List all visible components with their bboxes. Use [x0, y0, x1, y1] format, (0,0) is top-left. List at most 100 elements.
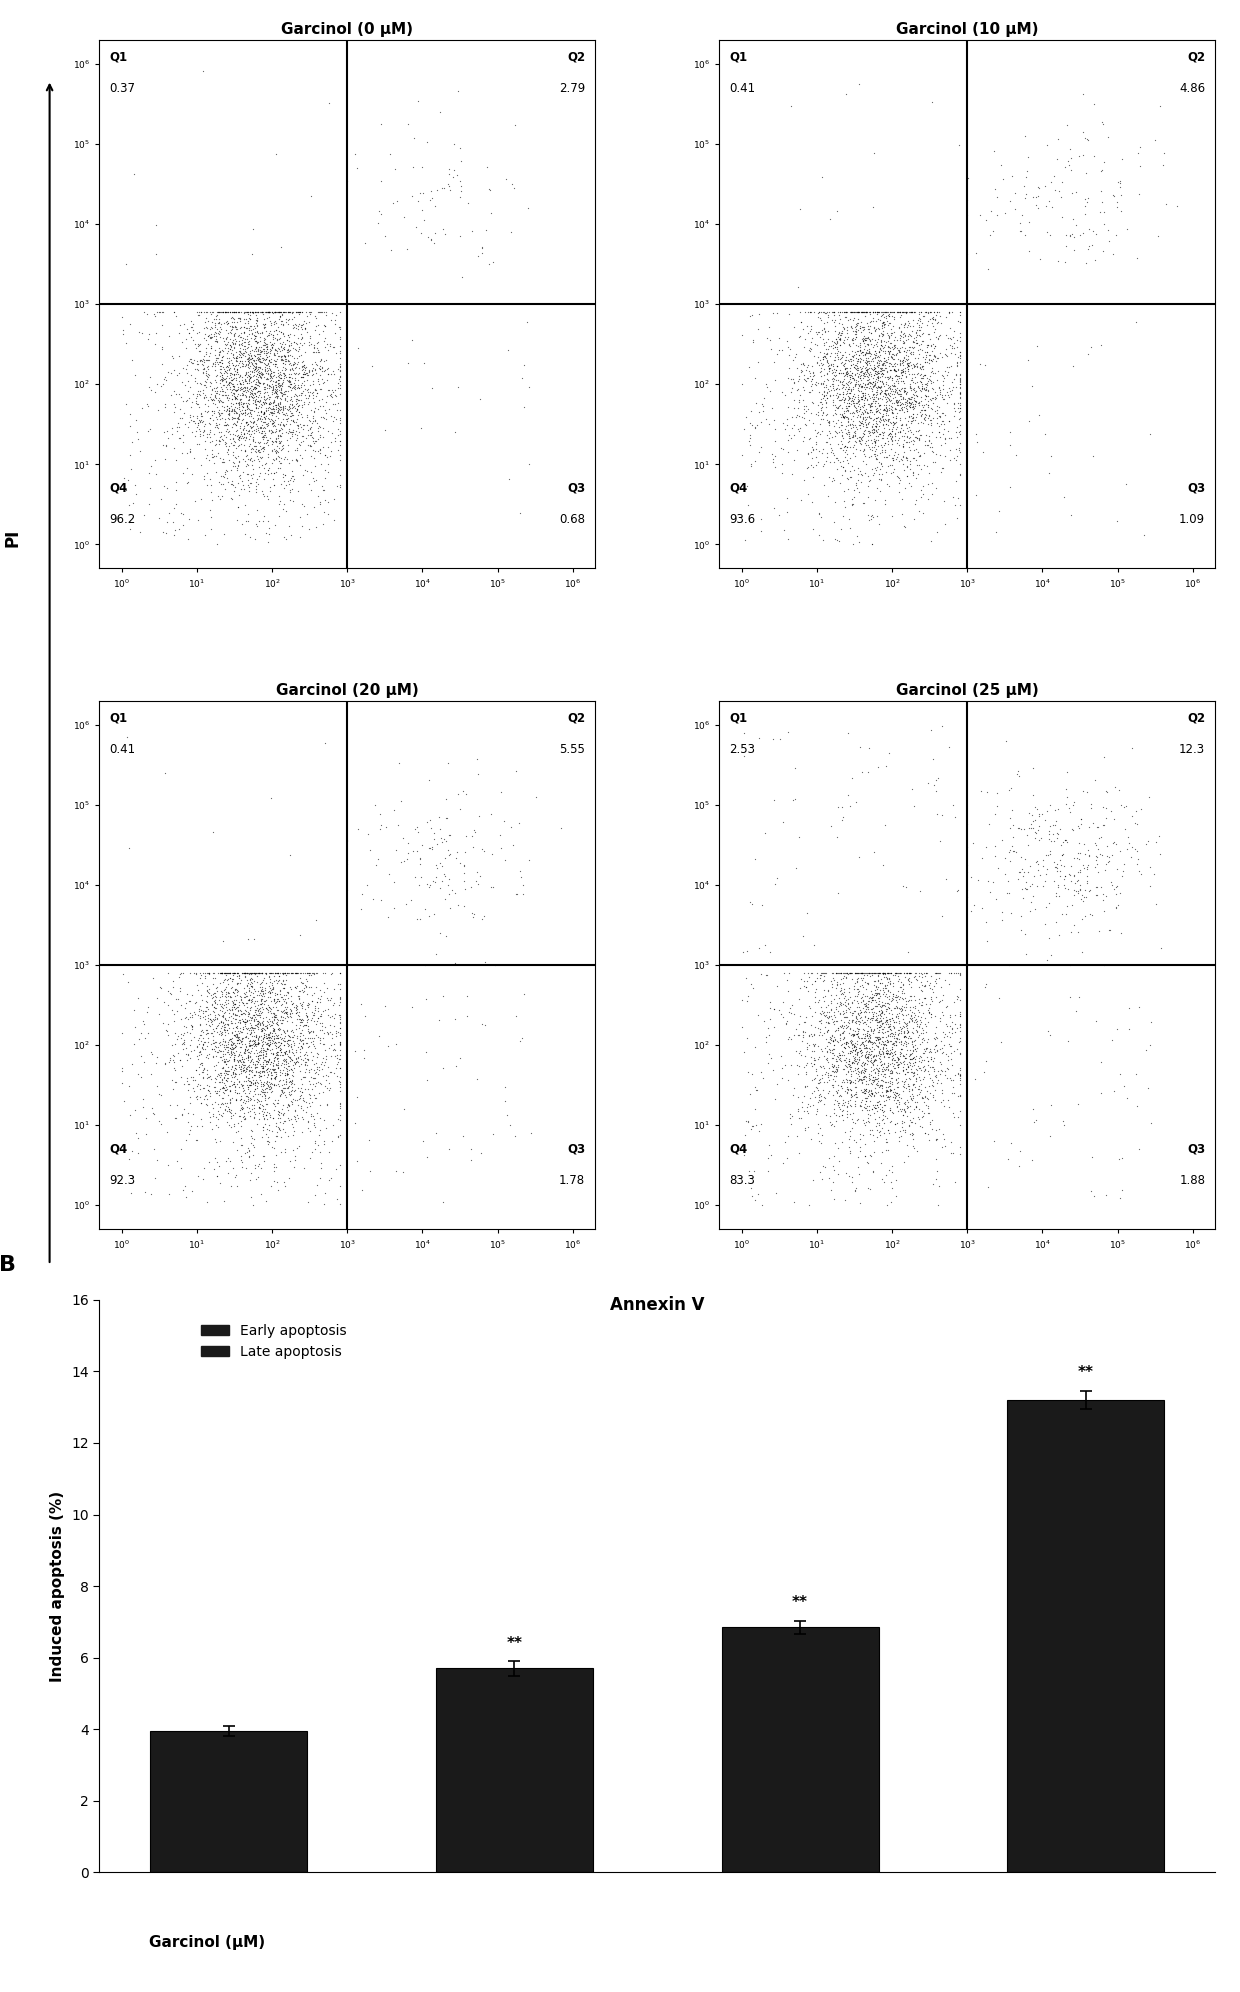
Point [810, 1012, 830, 1044]
Point [281, 454, 301, 486]
Point [875, 408, 895, 440]
Point [1060, 133, 1080, 165]
Point [882, 1068, 901, 1100]
Point [306, 1038, 326, 1070]
Point [866, 369, 885, 400]
Point [280, 476, 300, 508]
Point [212, 1052, 232, 1084]
Point [267, 380, 286, 412]
Point [273, 333, 293, 365]
Point [241, 371, 260, 402]
Point [797, 1048, 817, 1080]
Point [877, 394, 897, 426]
Point [202, 384, 222, 416]
Point [277, 1058, 296, 1090]
Point [273, 994, 293, 1026]
Point [1017, 819, 1037, 851]
Point [949, 432, 968, 464]
Point [210, 400, 229, 432]
Point [935, 422, 955, 454]
Point [262, 376, 281, 408]
Point [849, 1060, 869, 1092]
Point [195, 396, 215, 428]
Point [304, 1100, 324, 1131]
Point [253, 1028, 273, 1060]
Point [280, 1066, 300, 1098]
Point [944, 363, 963, 394]
Point [286, 382, 306, 414]
Point [270, 1034, 290, 1066]
Point [873, 1076, 893, 1108]
Point [866, 1044, 885, 1076]
Point [228, 450, 248, 482]
Point [232, 1151, 252, 1183]
Point [842, 382, 862, 414]
Point [438, 835, 458, 867]
Point [215, 986, 234, 1018]
Point [232, 323, 252, 355]
Point [191, 404, 211, 436]
Point [1066, 209, 1086, 241]
Point [263, 297, 283, 329]
Point [873, 1048, 893, 1080]
Point [844, 1054, 864, 1086]
Point [503, 829, 523, 861]
Point [247, 1052, 267, 1084]
Point [310, 1114, 330, 1145]
Point [1048, 823, 1068, 855]
Point [495, 845, 515, 876]
Point [839, 382, 859, 414]
Point [262, 374, 281, 406]
Point [820, 1034, 839, 1066]
Point [248, 345, 268, 376]
Point [839, 1074, 859, 1106]
Point [867, 990, 887, 1022]
Point [745, 1185, 765, 1217]
Point [836, 297, 856, 329]
Point [257, 369, 277, 400]
Point [821, 374, 841, 406]
Point [191, 1048, 211, 1080]
Point [236, 518, 255, 550]
Point [187, 355, 207, 386]
Point [851, 357, 870, 388]
Point [870, 378, 890, 410]
Point [856, 448, 875, 480]
Point [216, 472, 236, 504]
Point [872, 1094, 892, 1125]
Point [278, 1048, 298, 1080]
Point [257, 1028, 277, 1060]
Point [846, 343, 866, 374]
Point [831, 367, 851, 398]
Point [291, 369, 311, 400]
Point [250, 339, 270, 371]
Point [368, 843, 388, 874]
Point [290, 1020, 310, 1052]
Point [1068, 837, 1087, 869]
Point [305, 347, 325, 378]
Point [250, 361, 270, 392]
Point [890, 1082, 910, 1114]
Point [856, 1002, 875, 1034]
Point [826, 1106, 846, 1137]
Point [957, 199, 977, 231]
Point [847, 1004, 867, 1036]
Point [823, 410, 843, 442]
Point [905, 444, 925, 476]
Point [223, 1036, 243, 1068]
Point [815, 960, 835, 992]
Point [247, 1086, 267, 1118]
Point [828, 956, 848, 988]
Point [304, 376, 324, 408]
Point [889, 462, 909, 494]
Point [217, 321, 237, 353]
Point [929, 1056, 949, 1088]
Point [905, 992, 925, 1024]
Point [822, 1020, 842, 1052]
Point [821, 1022, 841, 1054]
Point [856, 988, 875, 1020]
Point [222, 1038, 242, 1070]
Point [838, 1088, 858, 1120]
Point [275, 351, 295, 382]
Point [826, 394, 846, 426]
